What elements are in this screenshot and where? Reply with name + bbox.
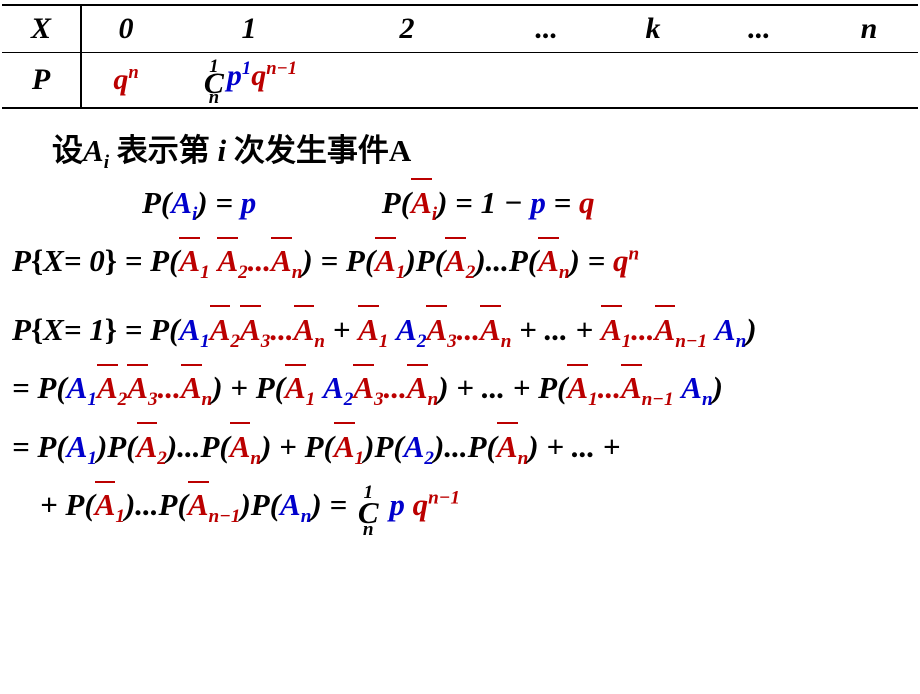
intro-text: 设Ai 表示第 i 次发生事件A [52, 125, 908, 170]
p0-cell: qn [81, 53, 170, 107]
eq2-line: = P(A1A2A3...An) + P(A1 A2A3...An) + ...… [12, 365, 908, 412]
table-row-p: P qn C1np1qn−1 [2, 53, 918, 107]
x-val: 2 [328, 6, 486, 53]
x-val: ... [699, 6, 820, 53]
distribution-table: X 0 1 2 ... k ... n P qn C1np1qn−1 [2, 4, 918, 109]
px0-line: P{X= 0} = P(A1 A2...An) = P(A1)P(A2)...P… [12, 238, 908, 285]
x-val: n [820, 6, 918, 53]
x-val: 0 [81, 6, 170, 53]
p-ai-line: P(Ai) = p P(Ai) = 1 − p = q [142, 180, 908, 227]
x-val: 1 [170, 6, 328, 53]
x-val: k [607, 6, 698, 53]
row-label-x: X [2, 6, 81, 53]
row-label-p: P [2, 53, 81, 107]
px1-line: P{X= 1} = P(A1A2A3...An + A1 A2A3...An +… [12, 307, 908, 354]
eq4-line: + P(A1)...P(An−1)P(An) = C1n p qn−1 [40, 482, 908, 536]
eq3-line: = P(A1)P(A2)...P(An) + P(A1)P(A2)...P(An… [12, 424, 908, 471]
x-val: ... [486, 6, 607, 53]
table-row-x: X 0 1 2 ... k ... n [2, 6, 918, 53]
p1-cell: C1np1qn−1 [170, 53, 328, 107]
